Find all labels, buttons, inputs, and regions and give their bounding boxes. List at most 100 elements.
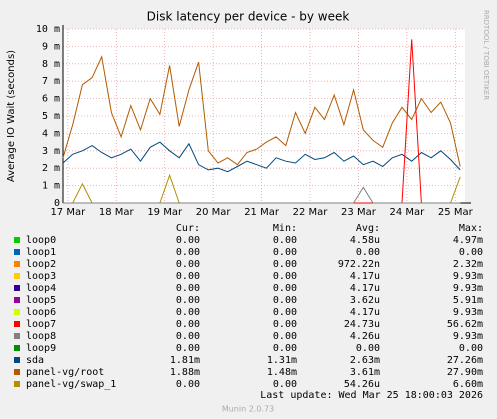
legend-swatch — [14, 333, 20, 339]
legend-header: Avg: — [356, 223, 380, 234]
legend-label: panel-vg/swap_1 — [26, 379, 116, 390]
legend-swatch — [14, 381, 20, 387]
legend-stat: 1.88m — [170, 367, 200, 378]
legend-swatch — [14, 237, 20, 243]
legend-stat: 2.63m — [350, 355, 380, 366]
legend-stat: 0.00 — [273, 379, 297, 390]
legend-label: loop0 — [26, 235, 56, 246]
legend-stat: 0.00 — [176, 379, 200, 390]
legend-stat: 24.73u — [344, 319, 380, 330]
legend-stat: 0.00 — [273, 307, 297, 318]
y-tick-label: 6 m — [42, 94, 60, 105]
legend-stat: 1.48m — [267, 367, 297, 378]
legend-stat: 3.62u — [350, 295, 380, 306]
legend-label: loop3 — [26, 271, 56, 282]
legend-stat: 0.00 — [176, 283, 200, 294]
legend-stat: 0.00 — [176, 295, 200, 306]
y-axis-label: Average IO Wait (seconds) — [6, 50, 17, 182]
legend-label: loop5 — [26, 295, 56, 306]
last-update: Last update: Wed Mar 25 18:00:03 2026 — [260, 390, 483, 401]
legend-swatch — [14, 249, 20, 255]
legend-swatch — [14, 297, 20, 303]
legend-label: sda — [26, 355, 44, 366]
legend-stat: 0.00 — [273, 259, 297, 270]
legend-stat: 0.00 — [356, 247, 380, 258]
legend-stat: 3.61m — [350, 367, 380, 378]
legend-stat: 27.26m — [447, 355, 483, 366]
legend-label: loop6 — [26, 307, 56, 318]
legend-stat: 6.60m — [453, 379, 483, 390]
legend-stat: 0.00 — [176, 319, 200, 330]
legend-stat: 0.00 — [459, 343, 483, 354]
legend-swatch — [14, 357, 20, 363]
x-tick-label: 22 Mar — [293, 207, 329, 218]
legend-label: loop7 — [26, 319, 56, 330]
y-tick-label: 9 m — [42, 41, 60, 52]
legend-stat: 4.97m — [453, 235, 483, 246]
y-tick-label: 1 m — [42, 181, 60, 192]
legend-stat: 0.00 — [176, 259, 200, 270]
legend-stat: 0.00 — [273, 331, 297, 342]
legend-stat: 0.00 — [273, 235, 297, 246]
footer: Munin 2.0.73 — [222, 405, 274, 414]
x-tick-label: 21 Mar — [244, 207, 280, 218]
legend-stat: 0.00 — [176, 331, 200, 342]
legend-header: Cur: — [176, 223, 200, 234]
legend-label: loop1 — [26, 247, 56, 258]
legend-stat: 0.00 — [176, 271, 200, 282]
legend-stat: 27.90m — [447, 367, 483, 378]
legend-stat: 0.00 — [176, 343, 200, 354]
legend-stat: 0.00 — [273, 319, 297, 330]
legend-stat: 0.00 — [176, 235, 200, 246]
legend-stat: 0.00 — [356, 343, 380, 354]
legend-stat: 56.62m — [447, 319, 483, 330]
y-tick-label: 8 m — [42, 59, 60, 70]
legend-swatch — [14, 285, 20, 291]
legend-stat: 4.17u — [350, 283, 380, 294]
legend-stat: 0.00 — [273, 247, 297, 258]
legend-stat: 0.00 — [176, 247, 200, 258]
legend-stat: 9.93m — [453, 331, 483, 342]
legend-stat: 1.81m — [170, 355, 200, 366]
y-tick-label: 5 m — [42, 111, 60, 122]
y-tick-label: 0 — [54, 198, 60, 209]
x-tick-label: 23 Mar — [341, 207, 377, 218]
legend-stat: 9.93m — [453, 271, 483, 282]
legend-stat: 4.17u — [350, 271, 380, 282]
legend-stat: 0.00 — [273, 271, 297, 282]
legend-swatch — [14, 261, 20, 267]
y-tick-label: 3 m — [42, 146, 60, 157]
legend-swatch — [14, 309, 20, 315]
x-tick-label: 25 Mar — [438, 207, 474, 218]
chart-title: Disk latency per device - by week — [147, 10, 350, 24]
legend-label: loop2 — [26, 259, 56, 270]
legend-stat: 5.91m — [453, 295, 483, 306]
legend-swatch — [14, 273, 20, 279]
side-text: RRDTOOL / TOBI OETIKER — [482, 10, 490, 100]
legend-stat: 0.00 — [273, 295, 297, 306]
legend-swatch — [14, 369, 20, 375]
series-line — [62, 55, 461, 167]
legend-header: Min: — [273, 223, 297, 234]
legend-stat: 4.17u — [350, 307, 380, 318]
series-line — [62, 141, 461, 173]
legend-stat: 4.58u — [350, 235, 380, 246]
legend-label: loop8 — [26, 331, 56, 342]
legend-header: Max: — [459, 223, 483, 234]
y-tick-label: 2 m — [42, 163, 60, 174]
x-tick-label: 17 Mar — [50, 207, 86, 218]
legend-swatch — [14, 321, 20, 327]
legend-label: panel-vg/root — [26, 367, 104, 378]
x-tick-label: 19 Mar — [147, 207, 183, 218]
x-tick-label: 20 Mar — [196, 207, 232, 218]
x-tick-label: 24 Mar — [389, 207, 425, 218]
legend-stat: 2.32m — [453, 259, 483, 270]
legend-stat: 0.00 — [273, 283, 297, 294]
series-line — [63, 186, 461, 204]
legend-stat: 0.00 — [176, 307, 200, 318]
y-tick-label: 10 m — [36, 24, 60, 35]
legend-stat: 54.26u — [344, 379, 380, 390]
legend-stat: 1.31m — [267, 355, 297, 366]
